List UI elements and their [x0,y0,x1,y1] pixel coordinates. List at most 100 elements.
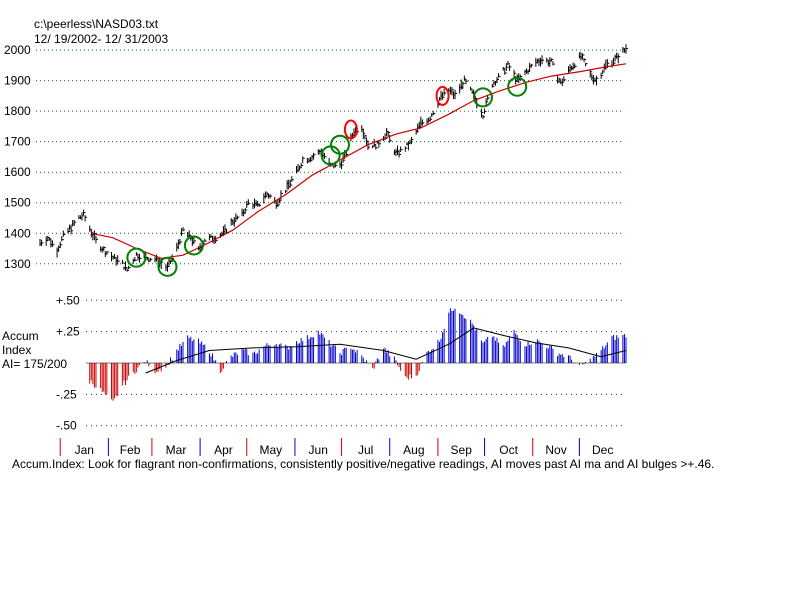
price-bar [121,259,125,265]
price-y-tick-label: 1900 [4,74,31,88]
price-bar [429,116,433,122]
price-bar [117,255,120,265]
price-y-axis: 2000 1900 1800 1700 1600 1500 1400 1300 [4,43,31,271]
month-label: Sep [451,443,473,457]
price-bar [84,215,88,222]
price-bar [59,241,63,248]
price-bar [156,254,159,262]
price-bar [595,75,599,86]
price-bar [625,44,628,54]
price-bar [51,240,55,247]
price-bar [95,235,98,244]
price-y-tick-label: 1800 [4,104,31,118]
price-bar [404,146,408,152]
signal-markers [126,76,528,277]
price-bar [504,68,507,75]
buy-signal-marker [183,235,204,256]
ai-label-line-1: Accum [2,329,39,343]
price-bar [451,87,454,96]
price-bar [264,191,268,199]
price-bar [550,58,554,62]
price-bar [210,234,213,239]
price-bar [124,261,128,271]
price-bar [166,261,170,272]
price-bar [269,193,273,199]
price-bar [81,212,84,221]
price-y-tick-label: 1500 [4,196,31,210]
price-bar [398,149,402,158]
buy-signal-marker [157,256,178,277]
ai-y-tick-label: -.50 [56,419,77,433]
price-gridlines [36,49,624,265]
price-bar [498,73,501,78]
month-label: May [259,443,282,457]
price-bar [491,83,495,88]
ai-label-line-3: AI= 175/200 [2,357,67,371]
price-bar [387,130,391,137]
month-label: Dec [592,443,613,457]
price-bar [462,81,465,90]
price-bar [375,145,378,150]
price-bar [508,64,512,71]
price-bar [364,134,367,140]
price-bar [583,58,587,62]
price-bar [400,146,403,152]
price-bar [128,265,131,270]
price-bar [258,203,262,207]
footer-note: Accum.Index: Look for flagrant non-confi… [12,457,714,471]
price-bar [442,92,445,100]
price-bar [70,224,74,235]
price-bar [513,69,517,79]
price-bar [530,63,534,68]
price-bar [188,230,192,238]
price-bar [362,128,366,139]
price-bar [300,163,304,168]
sell-signal-marker [343,119,358,140]
price-bar [149,257,153,262]
sell-signal-marker [435,85,450,106]
month-label: Aug [403,443,424,457]
price-bar [302,156,305,164]
price-bar [426,118,430,125]
price-bar [73,219,77,226]
ai-y-tick-label: +.50 [56,293,80,307]
price-bar [41,239,44,247]
price-bar [519,74,523,78]
price-bar [443,88,447,96]
price-bar [470,86,473,91]
price-bar [277,199,280,208]
month-label: Jul [358,443,373,457]
price-bar [333,165,336,169]
price-bar [67,227,70,234]
price-bar [552,61,555,66]
ai-y-axis: +.50 +.25 -.25 -.50 [56,293,80,432]
price-bar [502,67,506,71]
month-axis: Jan Feb Mar Apr May Jun Jul Aug Sep Oct Nov Dec [59,438,613,457]
price-bar [146,256,150,261]
price-y-tick-label: 2000 [4,43,31,57]
price-bar [600,72,604,79]
price-bar [496,76,499,83]
price-bar [106,251,109,255]
price-bar [581,53,585,60]
ai-label: Accum Index AI= 175/200 [2,329,67,371]
month-label: Feb [120,443,141,457]
price-y-tick-label: 1600 [4,165,31,179]
price-bar [180,228,184,237]
price-bar [309,156,313,163]
price-bar [432,111,436,115]
month-label: Jun [309,443,328,457]
price-bar [410,136,414,145]
price-bar [247,199,251,206]
price-bar [341,160,344,170]
price-bar [484,108,487,114]
price-bar [589,69,593,78]
month-label: Apr [214,443,233,457]
price-bar [297,164,301,173]
price-y-tick-label: 1700 [4,135,31,149]
file-path-label: c:\peerless\NASD03.txt [34,17,159,31]
price-bar [62,230,66,237]
date-range-label: 12/ 19/2002- 12/ 31/2003 [34,32,168,46]
ai-label-line-2: Index [2,343,31,357]
